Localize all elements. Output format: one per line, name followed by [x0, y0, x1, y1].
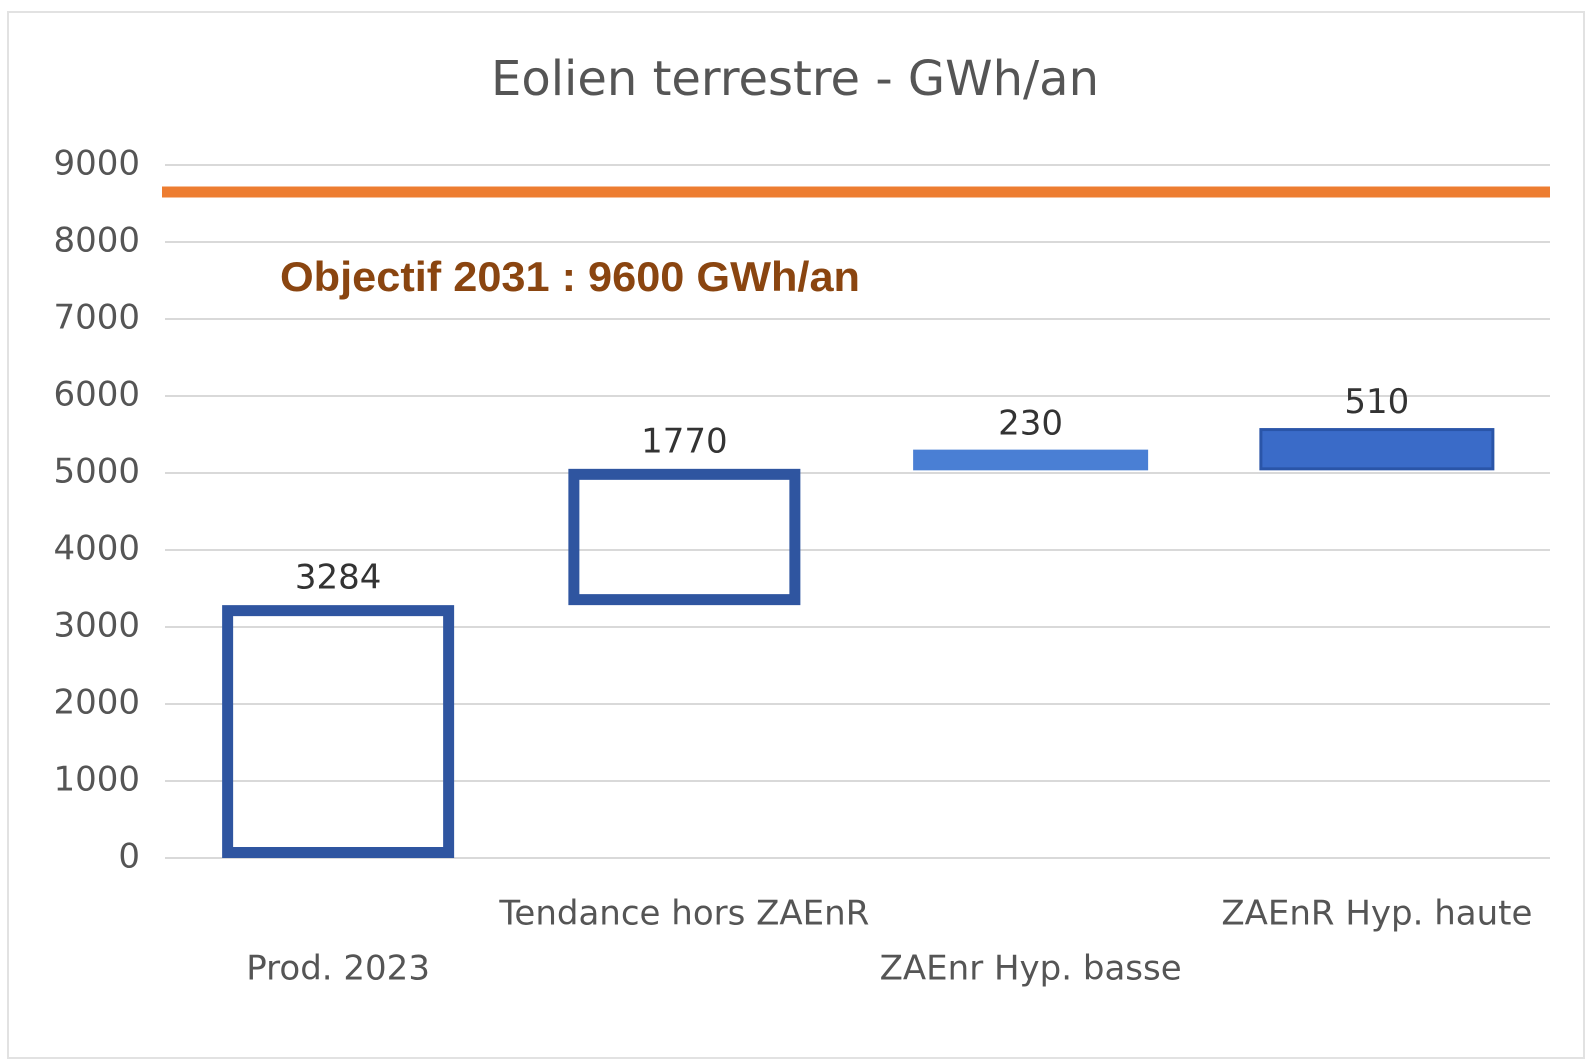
y-tick-label: 9000	[53, 144, 140, 184]
y-tick-label: 4000	[53, 529, 140, 569]
y-tick-label: 7000	[53, 298, 140, 338]
bar	[913, 449, 1149, 471]
y-tick-label: 8000	[53, 221, 140, 261]
frame	[7, 11, 1585, 1059]
data-label: 1770	[641, 421, 728, 461]
chart-title: Eolien terrestre - GWh/an	[491, 51, 1099, 107]
data-label: 230	[998, 404, 1063, 444]
bar	[1259, 428, 1495, 471]
y-tick-label: 0	[118, 837, 140, 877]
x-tick-label: Tendance hors ZAEnR	[498, 894, 869, 934]
bar	[222, 605, 455, 859]
x-tick-label: ZAEnr Hyp. basse	[880, 949, 1182, 989]
y-tick-label: 2000	[53, 683, 140, 723]
data-label: 3284	[295, 558, 382, 598]
bar	[568, 468, 801, 606]
annotation: Objectif 2031 : 9600 GWh/an	[280, 253, 860, 300]
y-tick-label: 6000	[53, 375, 140, 415]
y-tick-label: 3000	[53, 606, 140, 646]
annotation-box	[248, 243, 893, 317]
data-label: 510	[1344, 382, 1409, 422]
y-tick-label: 5000	[53, 452, 140, 492]
y-tick-label: 1000	[53, 760, 140, 800]
x-tick-label: ZAEnR Hyp. haute	[1221, 894, 1532, 934]
x-tick-label: Prod. 2023	[246, 949, 430, 989]
